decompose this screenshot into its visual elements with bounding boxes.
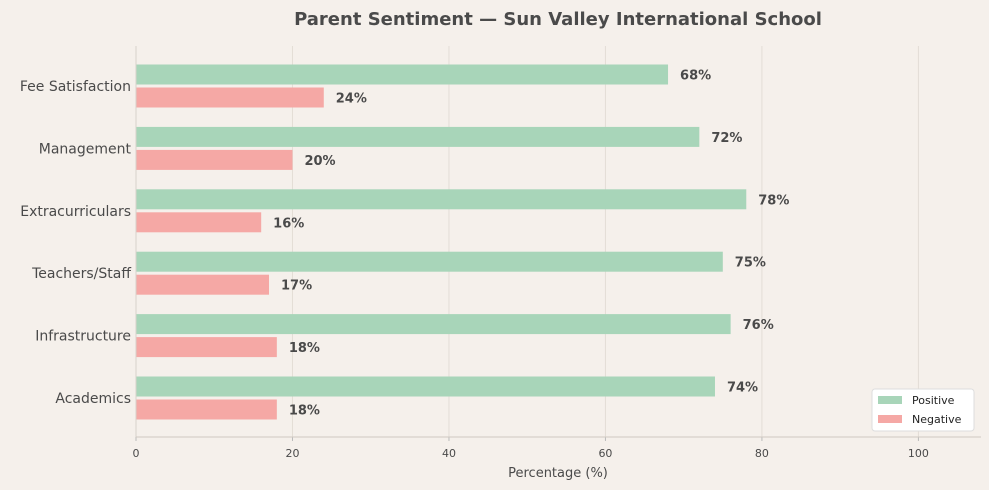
positive-bar (136, 376, 715, 397)
negative-value-label: 24% (336, 92, 367, 107)
legend-label: Negative (912, 413, 962, 426)
negative-value-label: 17% (281, 279, 312, 294)
positive-bar (136, 251, 723, 272)
category-label: Teachers/Staff (31, 266, 131, 282)
positive-value-label: 78% (758, 193, 789, 208)
negative-bar (136, 399, 277, 420)
category-label: Academics (55, 391, 131, 407)
legend-swatch (878, 415, 902, 423)
positive-value-label: 75% (735, 256, 766, 271)
positive-value-label: 76% (743, 318, 774, 333)
axes-group (135, 46, 981, 441)
x-tick-label: 60 (598, 447, 612, 460)
x-tick-label: 0 (133, 447, 140, 460)
negative-value-label: 20% (304, 154, 335, 169)
negative-value-label: 18% (289, 341, 320, 356)
category-label: Fee Satisfaction (20, 79, 131, 95)
positive-bar (136, 126, 700, 147)
x-tick-label: 80 (755, 447, 769, 460)
negative-value-label: 18% (289, 404, 320, 419)
bars-group (136, 64, 747, 420)
chart-title: Parent Sentiment — Sun Valley Internatio… (294, 9, 822, 30)
category-label: Infrastructure (35, 329, 131, 345)
x-tick-label: 100 (908, 447, 929, 460)
negative-value-label: 16% (273, 216, 304, 231)
x-tick-label: 40 (442, 447, 456, 460)
positive-value-label: 72% (711, 131, 742, 146)
negative-bar (136, 149, 293, 170)
positive-value-label: 68% (680, 69, 711, 84)
positive-bar (136, 314, 731, 335)
positive-value-label: 74% (727, 381, 758, 396)
x-axis-label: Percentage (%) (508, 466, 608, 481)
positive-bar (136, 64, 669, 85)
legend: Positive Negative (871, 388, 975, 432)
category-label: Management (39, 141, 132, 157)
negative-bar (136, 337, 277, 358)
negative-bar (136, 212, 262, 233)
labels-group: 0 20 40 60 80 100 Academics 74% 18% Infrastructur… (20, 69, 929, 461)
positive-bar (136, 189, 747, 210)
legend-label: Positive (912, 394, 955, 407)
negative-bar (136, 87, 324, 108)
legend-swatch (878, 396, 902, 404)
x-tick-label: 20 (285, 447, 299, 460)
category-label: Extracurriculars (20, 204, 131, 220)
negative-bar (136, 274, 270, 295)
